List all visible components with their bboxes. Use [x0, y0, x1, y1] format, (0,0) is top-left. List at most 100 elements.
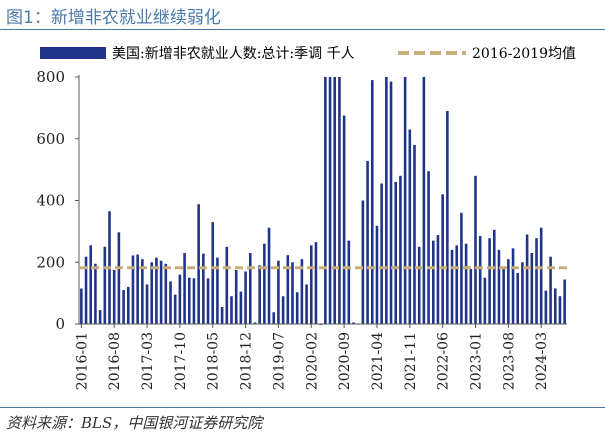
bar-2024-01	[530, 252, 534, 324]
bar-2017-07	[164, 263, 168, 324]
bar-2023-03	[483, 277, 487, 324]
bar-2017-12	[187, 277, 191, 324]
title-rule	[0, 29, 605, 30]
bar-2022-03	[427, 171, 430, 324]
bar-2019-08	[281, 296, 285, 324]
bar-2021-12	[413, 144, 416, 324]
bar-2019-11	[295, 292, 299, 324]
x-tick-label: 2023-01	[469, 332, 485, 390]
bar-2019-04	[263, 243, 266, 324]
bar-2022-04	[431, 240, 435, 324]
bar-2021-05	[380, 183, 383, 324]
bar-2023-01	[474, 175, 477, 324]
bar-2020-01	[305, 284, 308, 324]
bar-2017-08	[169, 281, 172, 324]
y-tick-label: 600	[36, 130, 65, 148]
legend-bar-label: 美国:新增非农就业人数:总计:季调 千人	[112, 46, 355, 62]
x-tick-label: 2021-04	[370, 332, 386, 390]
bar-2016-08	[112, 269, 116, 324]
bar-2018-10	[234, 269, 238, 324]
bar-2021-02	[366, 160, 369, 324]
bar-2024-06	[553, 288, 557, 324]
bar-2020-06	[328, 77, 332, 324]
bar-2024-07	[558, 296, 562, 324]
bar-2022-01	[417, 246, 421, 324]
x-tick-label: 2017-10	[173, 332, 189, 390]
bar-2019-01	[248, 252, 252, 324]
bar-2016-02	[84, 256, 88, 324]
bar-2016-11	[126, 286, 130, 324]
bar-2023-11	[521, 262, 524, 324]
bar-2019-10	[291, 262, 294, 324]
figure-title: 图1：新增非农就业继续弱化	[6, 8, 221, 28]
bar-2023-05	[492, 229, 496, 324]
bar-2017-09	[173, 294, 177, 324]
x-tick-label: 2020-09	[337, 332, 353, 390]
bar-2022-11	[464, 243, 468, 324]
bar-2022-09	[455, 245, 459, 324]
bar-2024-02	[535, 238, 538, 324]
y-tick-label: 0	[55, 315, 65, 333]
bar-2018-03	[202, 253, 205, 324]
x-tick-label: 2017-03	[140, 332, 156, 390]
bar-2018-01	[192, 278, 196, 324]
bar-2024-05	[549, 256, 552, 324]
bar-2021-08	[394, 181, 398, 324]
x-axis: 2016-01 2016-08 2017-03 2017-10 2018-05 2018-…	[74, 323, 567, 390]
bar-2016-01	[80, 288, 83, 324]
x-tick-label: 2016-08	[107, 332, 123, 390]
bar-2023-04	[488, 238, 491, 324]
bar-2021-10	[403, 77, 407, 324]
bar-2021-03	[370, 80, 374, 324]
bar-2016-03	[89, 245, 93, 324]
legend: 美国:新增非农就业人数:总计:季调 千人 2016-2019均值	[40, 46, 576, 62]
bar-2019-02	[253, 322, 257, 324]
bar-2020-09	[342, 115, 346, 324]
y-tick-label: 400	[36, 192, 65, 210]
bar-2018-07	[220, 307, 224, 324]
bar-2023-07	[502, 268, 505, 324]
bar-2021-06	[385, 77, 388, 324]
bar-2019-06	[272, 312, 276, 324]
bar-2020-05	[324, 77, 327, 324]
x-tick-label: 2023-08	[501, 332, 517, 390]
bar-2017-04	[150, 262, 154, 324]
bar-2020-11	[352, 322, 355, 324]
bar-2024-03	[539, 227, 543, 324]
bar-2018-11	[239, 291, 243, 324]
bar-series	[80, 77, 566, 325]
bar-2016-04	[94, 263, 97, 324]
bar-2023-02	[478, 236, 482, 324]
x-tick-label: 2020-02	[304, 332, 320, 390]
bar-2016-12	[131, 255, 135, 324]
bar-2023-06	[497, 249, 501, 324]
bar-2022-08	[450, 249, 454, 324]
bar-2018-05	[211, 222, 215, 324]
bar-2021-11	[408, 129, 412, 324]
bar-2023-10	[516, 273, 520, 324]
y-tick-label: 200	[36, 253, 65, 271]
bar-2018-12	[244, 271, 247, 324]
bar-2020-07	[333, 77, 337, 324]
bar-2018-09	[230, 296, 233, 324]
bar-2016-06	[103, 246, 107, 324]
legend-bar-swatch	[40, 47, 106, 59]
bar-2017-01	[136, 254, 139, 324]
bar-2018-04	[206, 278, 210, 324]
chart: 美国:新增非农就业人数:总计:季调 千人 2016-2019均值 0 200 400…	[36, 46, 576, 390]
bar-2019-03	[258, 265, 261, 324]
bar-2021-01	[361, 200, 365, 324]
bar-2022-02	[422, 77, 426, 324]
x-tick-label: 2018-12	[239, 332, 255, 390]
bar-2022-10	[460, 212, 463, 324]
source-note: 资料来源：BLS，中国银河证券研究院	[6, 414, 263, 432]
bar-2018-02	[197, 204, 200, 324]
bar-2024-04	[544, 290, 548, 324]
legend-average-label: 2016-2019均值	[472, 46, 576, 62]
bar-2023-12	[525, 234, 529, 324]
y-tick-label: 800	[36, 68, 65, 86]
bar-2019-12	[300, 259, 304, 324]
bar-2019-05	[267, 227, 271, 324]
x-tick-label: 2018-05	[206, 332, 222, 390]
bar-2020-02	[309, 245, 313, 324]
